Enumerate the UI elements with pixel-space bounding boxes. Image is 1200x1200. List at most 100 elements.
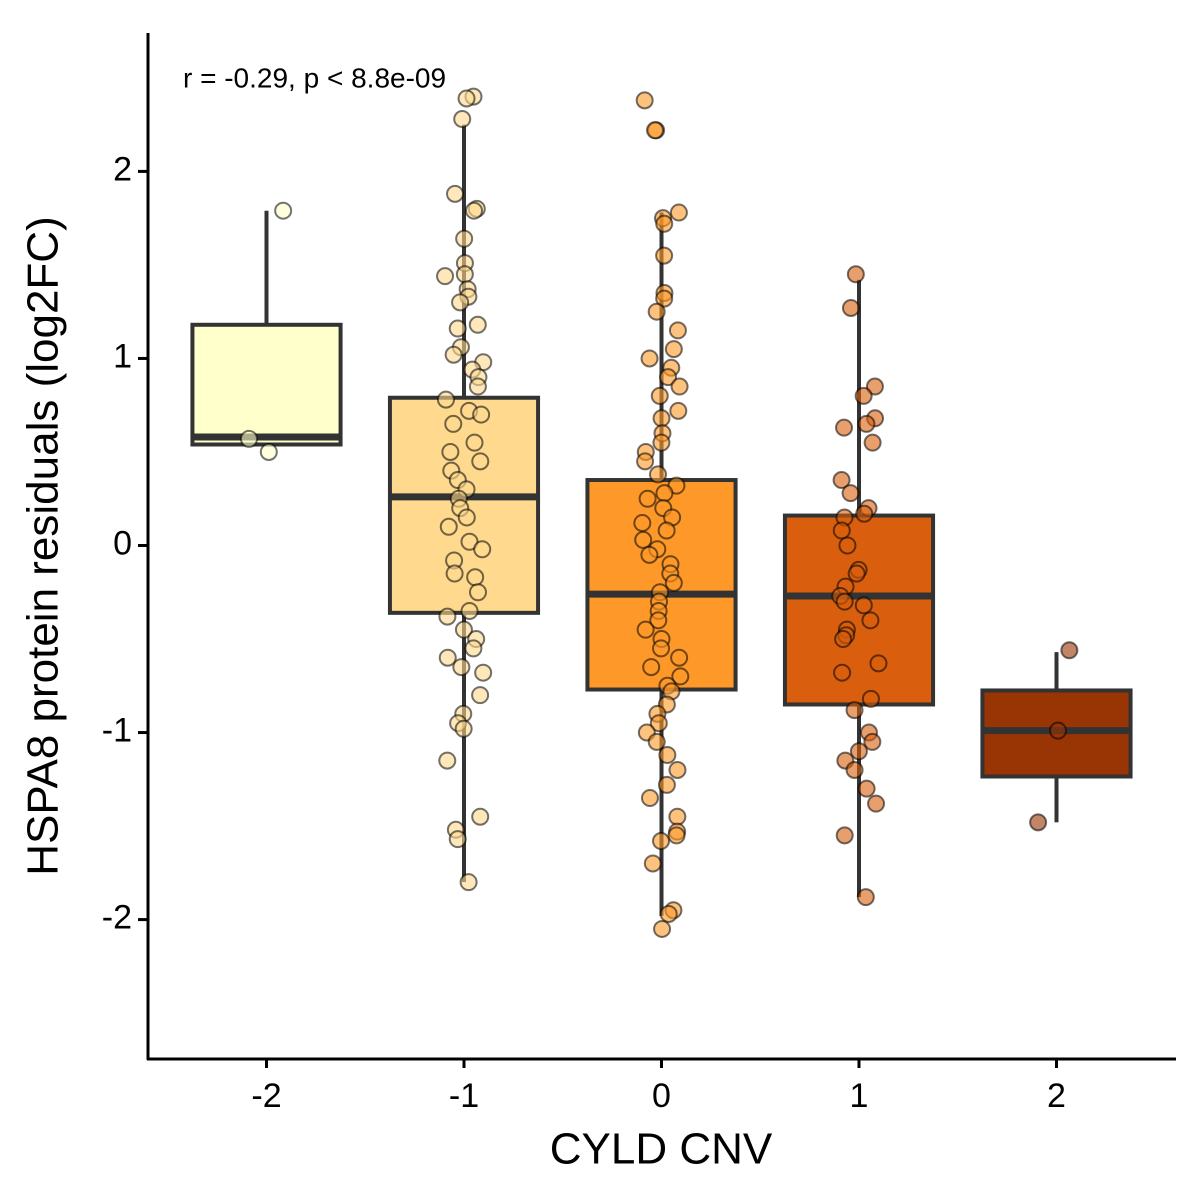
point bbox=[668, 760, 687, 779]
point bbox=[668, 807, 687, 826]
point bbox=[468, 315, 487, 334]
point bbox=[856, 888, 875, 907]
point bbox=[841, 484, 860, 503]
point bbox=[650, 386, 669, 405]
point bbox=[441, 442, 460, 461]
annotation: r = -0.29, p < 8.8e-09 bbox=[183, 62, 446, 93]
point bbox=[657, 775, 676, 794]
point bbox=[454, 620, 473, 639]
point bbox=[854, 596, 873, 615]
point bbox=[473, 540, 492, 559]
point bbox=[459, 873, 478, 892]
point bbox=[1060, 641, 1079, 660]
point bbox=[647, 732, 666, 751]
point bbox=[448, 830, 467, 849]
x-tick-label: 0 bbox=[652, 1077, 671, 1115]
point bbox=[464, 639, 483, 658]
point bbox=[838, 536, 857, 555]
point bbox=[857, 779, 876, 798]
point bbox=[471, 686, 490, 705]
point bbox=[472, 405, 491, 424]
x-tick-label: 1 bbox=[850, 1077, 869, 1115]
point bbox=[445, 564, 464, 583]
point bbox=[633, 514, 652, 533]
point bbox=[436, 267, 455, 286]
point bbox=[841, 298, 860, 317]
point bbox=[668, 321, 687, 340]
point bbox=[1049, 721, 1068, 740]
point bbox=[468, 583, 487, 602]
point bbox=[448, 319, 467, 338]
point bbox=[438, 751, 457, 770]
point bbox=[638, 489, 657, 508]
point bbox=[849, 742, 868, 761]
point bbox=[636, 620, 655, 639]
box bbox=[190, 322, 343, 447]
point bbox=[444, 345, 463, 364]
x-tick-label: 2 bbox=[1047, 1077, 1066, 1115]
y-tick-label: 1 bbox=[113, 337, 132, 375]
point bbox=[670, 648, 689, 667]
point bbox=[835, 592, 854, 611]
point bbox=[867, 794, 886, 813]
point bbox=[649, 714, 668, 733]
point bbox=[664, 573, 683, 592]
point bbox=[444, 414, 463, 433]
point bbox=[653, 919, 672, 938]
point bbox=[652, 639, 671, 658]
point bbox=[835, 418, 854, 437]
y-axis-title: HSPA8 protein residuals (log2FC) bbox=[19, 216, 68, 875]
point bbox=[452, 658, 471, 677]
point bbox=[652, 433, 671, 452]
point bbox=[454, 719, 473, 738]
point bbox=[664, 340, 683, 359]
point bbox=[471, 452, 490, 471]
point bbox=[1029, 813, 1048, 832]
point bbox=[832, 521, 851, 540]
point bbox=[669, 401, 688, 420]
y-tick-label: -1 bbox=[102, 712, 132, 750]
point bbox=[640, 545, 659, 564]
point bbox=[669, 203, 688, 222]
point bbox=[457, 89, 476, 108]
y-tick-label: 2 bbox=[113, 150, 132, 188]
x-tick-label: -1 bbox=[449, 1077, 479, 1115]
x-tick-label: -2 bbox=[251, 1077, 281, 1115]
point bbox=[651, 832, 670, 851]
point bbox=[648, 465, 667, 484]
point bbox=[834, 630, 853, 649]
point bbox=[652, 409, 671, 428]
point bbox=[845, 701, 864, 720]
point bbox=[642, 658, 661, 677]
point bbox=[647, 302, 666, 321]
point bbox=[474, 663, 493, 682]
point bbox=[863, 732, 882, 751]
point bbox=[274, 201, 293, 220]
point bbox=[455, 265, 474, 284]
point bbox=[465, 433, 484, 452]
y-tick-label: 0 bbox=[113, 524, 132, 562]
point bbox=[854, 386, 873, 405]
point bbox=[657, 521, 676, 540]
point bbox=[861, 689, 880, 708]
point bbox=[655, 246, 674, 265]
point bbox=[451, 293, 470, 312]
point bbox=[436, 390, 455, 409]
point bbox=[468, 377, 487, 396]
x-axis-title: CYLD CNV bbox=[550, 1125, 773, 1174]
y-tick-label: -2 bbox=[102, 899, 132, 937]
point bbox=[645, 121, 664, 140]
point bbox=[667, 826, 686, 845]
point bbox=[863, 433, 882, 452]
point bbox=[439, 517, 458, 536]
point bbox=[471, 807, 490, 826]
point bbox=[438, 607, 457, 626]
point bbox=[640, 789, 659, 808]
point bbox=[455, 229, 474, 248]
point bbox=[643, 854, 662, 873]
point bbox=[865, 377, 884, 396]
point bbox=[845, 760, 864, 779]
point bbox=[658, 745, 677, 764]
point bbox=[861, 611, 880, 630]
